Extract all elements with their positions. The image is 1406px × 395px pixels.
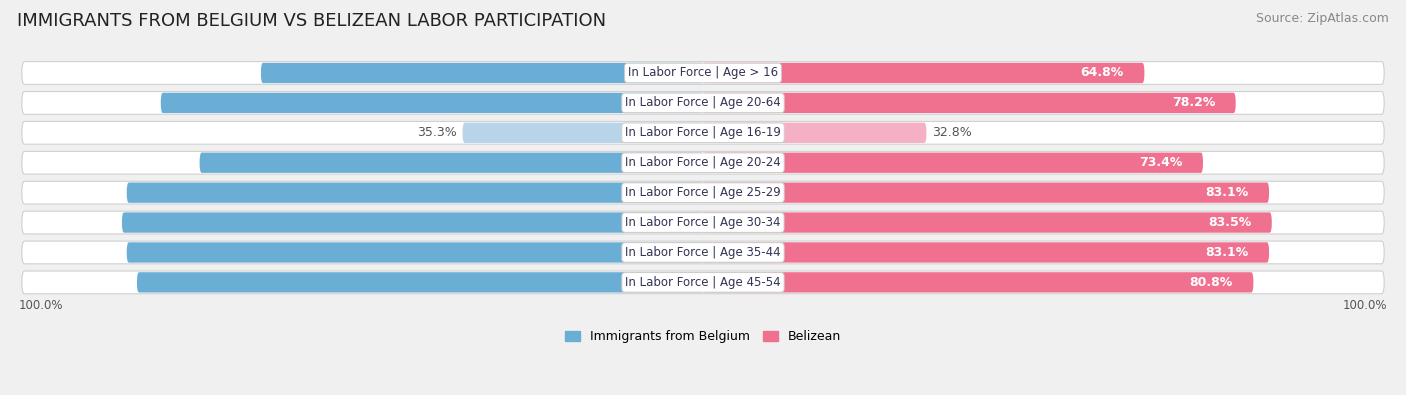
Text: In Labor Force | Age 20-64: In Labor Force | Age 20-64	[626, 96, 780, 109]
Text: 84.6%: 84.6%	[682, 186, 725, 199]
FancyBboxPatch shape	[127, 182, 703, 203]
FancyBboxPatch shape	[703, 272, 1253, 293]
Text: 32.8%: 32.8%	[932, 126, 972, 139]
FancyBboxPatch shape	[703, 122, 927, 143]
FancyBboxPatch shape	[703, 242, 1270, 263]
FancyBboxPatch shape	[703, 93, 1236, 113]
FancyBboxPatch shape	[22, 211, 1384, 234]
FancyBboxPatch shape	[703, 63, 1144, 83]
Text: In Labor Force | Age 30-34: In Labor Force | Age 30-34	[626, 216, 780, 229]
Text: In Labor Force | Age 25-29: In Labor Force | Age 25-29	[626, 186, 780, 199]
Text: 80.8%: 80.8%	[1189, 276, 1233, 289]
FancyBboxPatch shape	[22, 62, 1384, 85]
Text: IMMIGRANTS FROM BELGIUM VS BELIZEAN LABOR PARTICIPATION: IMMIGRANTS FROM BELGIUM VS BELIZEAN LABO…	[17, 12, 606, 30]
FancyBboxPatch shape	[262, 63, 703, 83]
Text: 78.2%: 78.2%	[1171, 96, 1215, 109]
FancyBboxPatch shape	[200, 152, 703, 173]
Text: 64.8%: 64.8%	[1081, 66, 1123, 79]
Text: In Labor Force | Age 35-44: In Labor Force | Age 35-44	[626, 246, 780, 259]
FancyBboxPatch shape	[22, 241, 1384, 264]
Text: 64.9%: 64.9%	[682, 66, 725, 79]
Text: In Labor Force | Age 16-19: In Labor Force | Age 16-19	[626, 126, 780, 139]
FancyBboxPatch shape	[122, 213, 703, 233]
Text: 83.1%: 83.1%	[682, 276, 725, 289]
FancyBboxPatch shape	[703, 182, 1270, 203]
FancyBboxPatch shape	[22, 121, 1384, 144]
FancyBboxPatch shape	[136, 272, 703, 293]
Text: 100.0%: 100.0%	[1343, 299, 1388, 312]
FancyBboxPatch shape	[703, 152, 1204, 173]
Text: 83.1%: 83.1%	[1205, 246, 1249, 259]
Text: 73.4%: 73.4%	[1139, 156, 1182, 169]
FancyBboxPatch shape	[22, 151, 1384, 174]
Legend: Immigrants from Belgium, Belizean: Immigrants from Belgium, Belizean	[560, 325, 846, 348]
Text: 73.9%: 73.9%	[682, 156, 725, 169]
Text: 83.1%: 83.1%	[1205, 186, 1249, 199]
Text: 35.3%: 35.3%	[418, 126, 457, 139]
Text: 79.6%: 79.6%	[682, 96, 725, 109]
FancyBboxPatch shape	[127, 242, 703, 263]
FancyBboxPatch shape	[703, 213, 1272, 233]
Text: 85.3%: 85.3%	[682, 216, 725, 229]
Text: 83.5%: 83.5%	[1208, 216, 1251, 229]
Text: In Labor Force | Age > 16: In Labor Force | Age > 16	[628, 66, 778, 79]
Text: 100.0%: 100.0%	[18, 299, 63, 312]
Text: In Labor Force | Age 45-54: In Labor Force | Age 45-54	[626, 276, 780, 289]
Text: Source: ZipAtlas.com: Source: ZipAtlas.com	[1256, 12, 1389, 25]
FancyBboxPatch shape	[463, 122, 703, 143]
Text: In Labor Force | Age 20-24: In Labor Force | Age 20-24	[626, 156, 780, 169]
FancyBboxPatch shape	[22, 92, 1384, 114]
Text: 84.6%: 84.6%	[682, 246, 725, 259]
FancyBboxPatch shape	[22, 181, 1384, 204]
FancyBboxPatch shape	[22, 271, 1384, 294]
FancyBboxPatch shape	[160, 93, 703, 113]
